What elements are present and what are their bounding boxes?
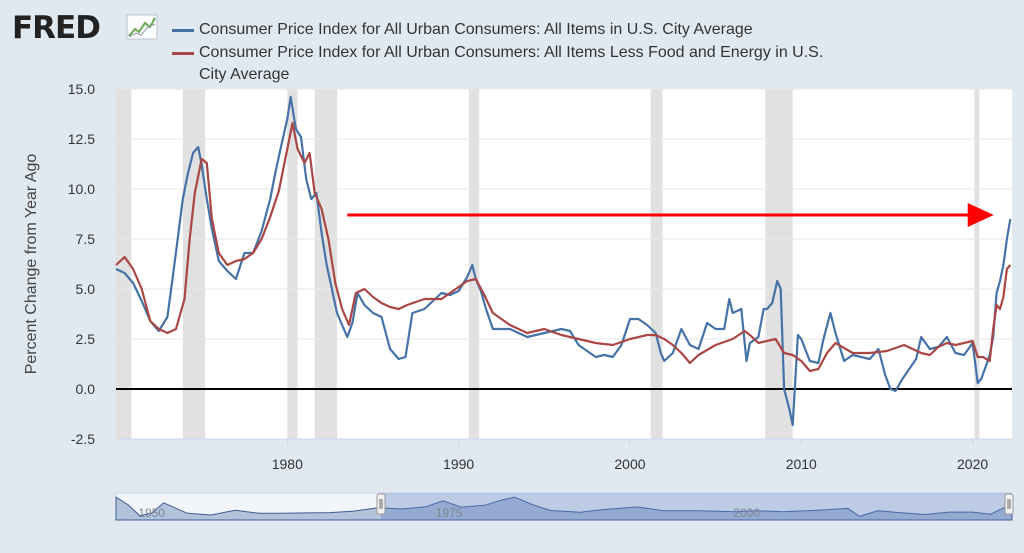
recession-band [182, 89, 206, 439]
x-tick-label: 2020 [957, 456, 988, 472]
legend-swatch-all-items [172, 29, 194, 32]
x-tick-label: 1990 [443, 456, 474, 472]
y-tick-label: 2.5 [76, 331, 96, 347]
navigator-area [115, 496, 1013, 521]
recession-band [974, 89, 980, 439]
legend-swatch-core [172, 52, 194, 55]
source-note [0, 541, 1024, 553]
recession-band [650, 89, 663, 439]
x-tick-label: 2010 [786, 456, 817, 472]
fred-logo: FRED [12, 10, 101, 46]
legend-label-core: Consumer Price Index for All Urban Consu… [199, 44, 824, 83]
y-tick-label: 5.0 [76, 281, 96, 297]
y-tick-label: 10.0 [68, 181, 95, 197]
navigator-tick-label: 2000 [733, 506, 760, 520]
x-tick-label: 1980 [272, 456, 303, 472]
y-tick-label: 15.0 [68, 81, 95, 97]
y-tick-label: 7.5 [76, 231, 96, 247]
recession-band [765, 89, 793, 439]
line-graph-icon [126, 14, 158, 40]
x-tick-label: 2000 [614, 456, 645, 472]
navigator-selection [381, 493, 1012, 520]
y-tick-label: -2.5 [71, 431, 95, 447]
navigator-handle-right[interactable] [1004, 493, 1014, 515]
recession-band [287, 89, 298, 439]
series-line-all-items [115, 95, 1012, 427]
series-line-core [115, 121, 1012, 373]
annotation-arrow-head [967, 203, 994, 227]
recession-band [116, 89, 132, 439]
y-tick-label: 12.5 [68, 131, 95, 147]
y-axis-title: Percent Change from Year Ago [23, 154, 40, 375]
navigator-tick-label: 1950 [138, 506, 165, 520]
navigator-handle-left[interactable] [376, 493, 386, 515]
legend-label-all-items: Consumer Price Index for All Urban Consu… [199, 21, 753, 38]
y-tick-label: 0.0 [76, 381, 96, 397]
plot-area [116, 89, 1012, 439]
navigator-tick-label: 1975 [436, 506, 463, 520]
recession-band [468, 89, 480, 439]
